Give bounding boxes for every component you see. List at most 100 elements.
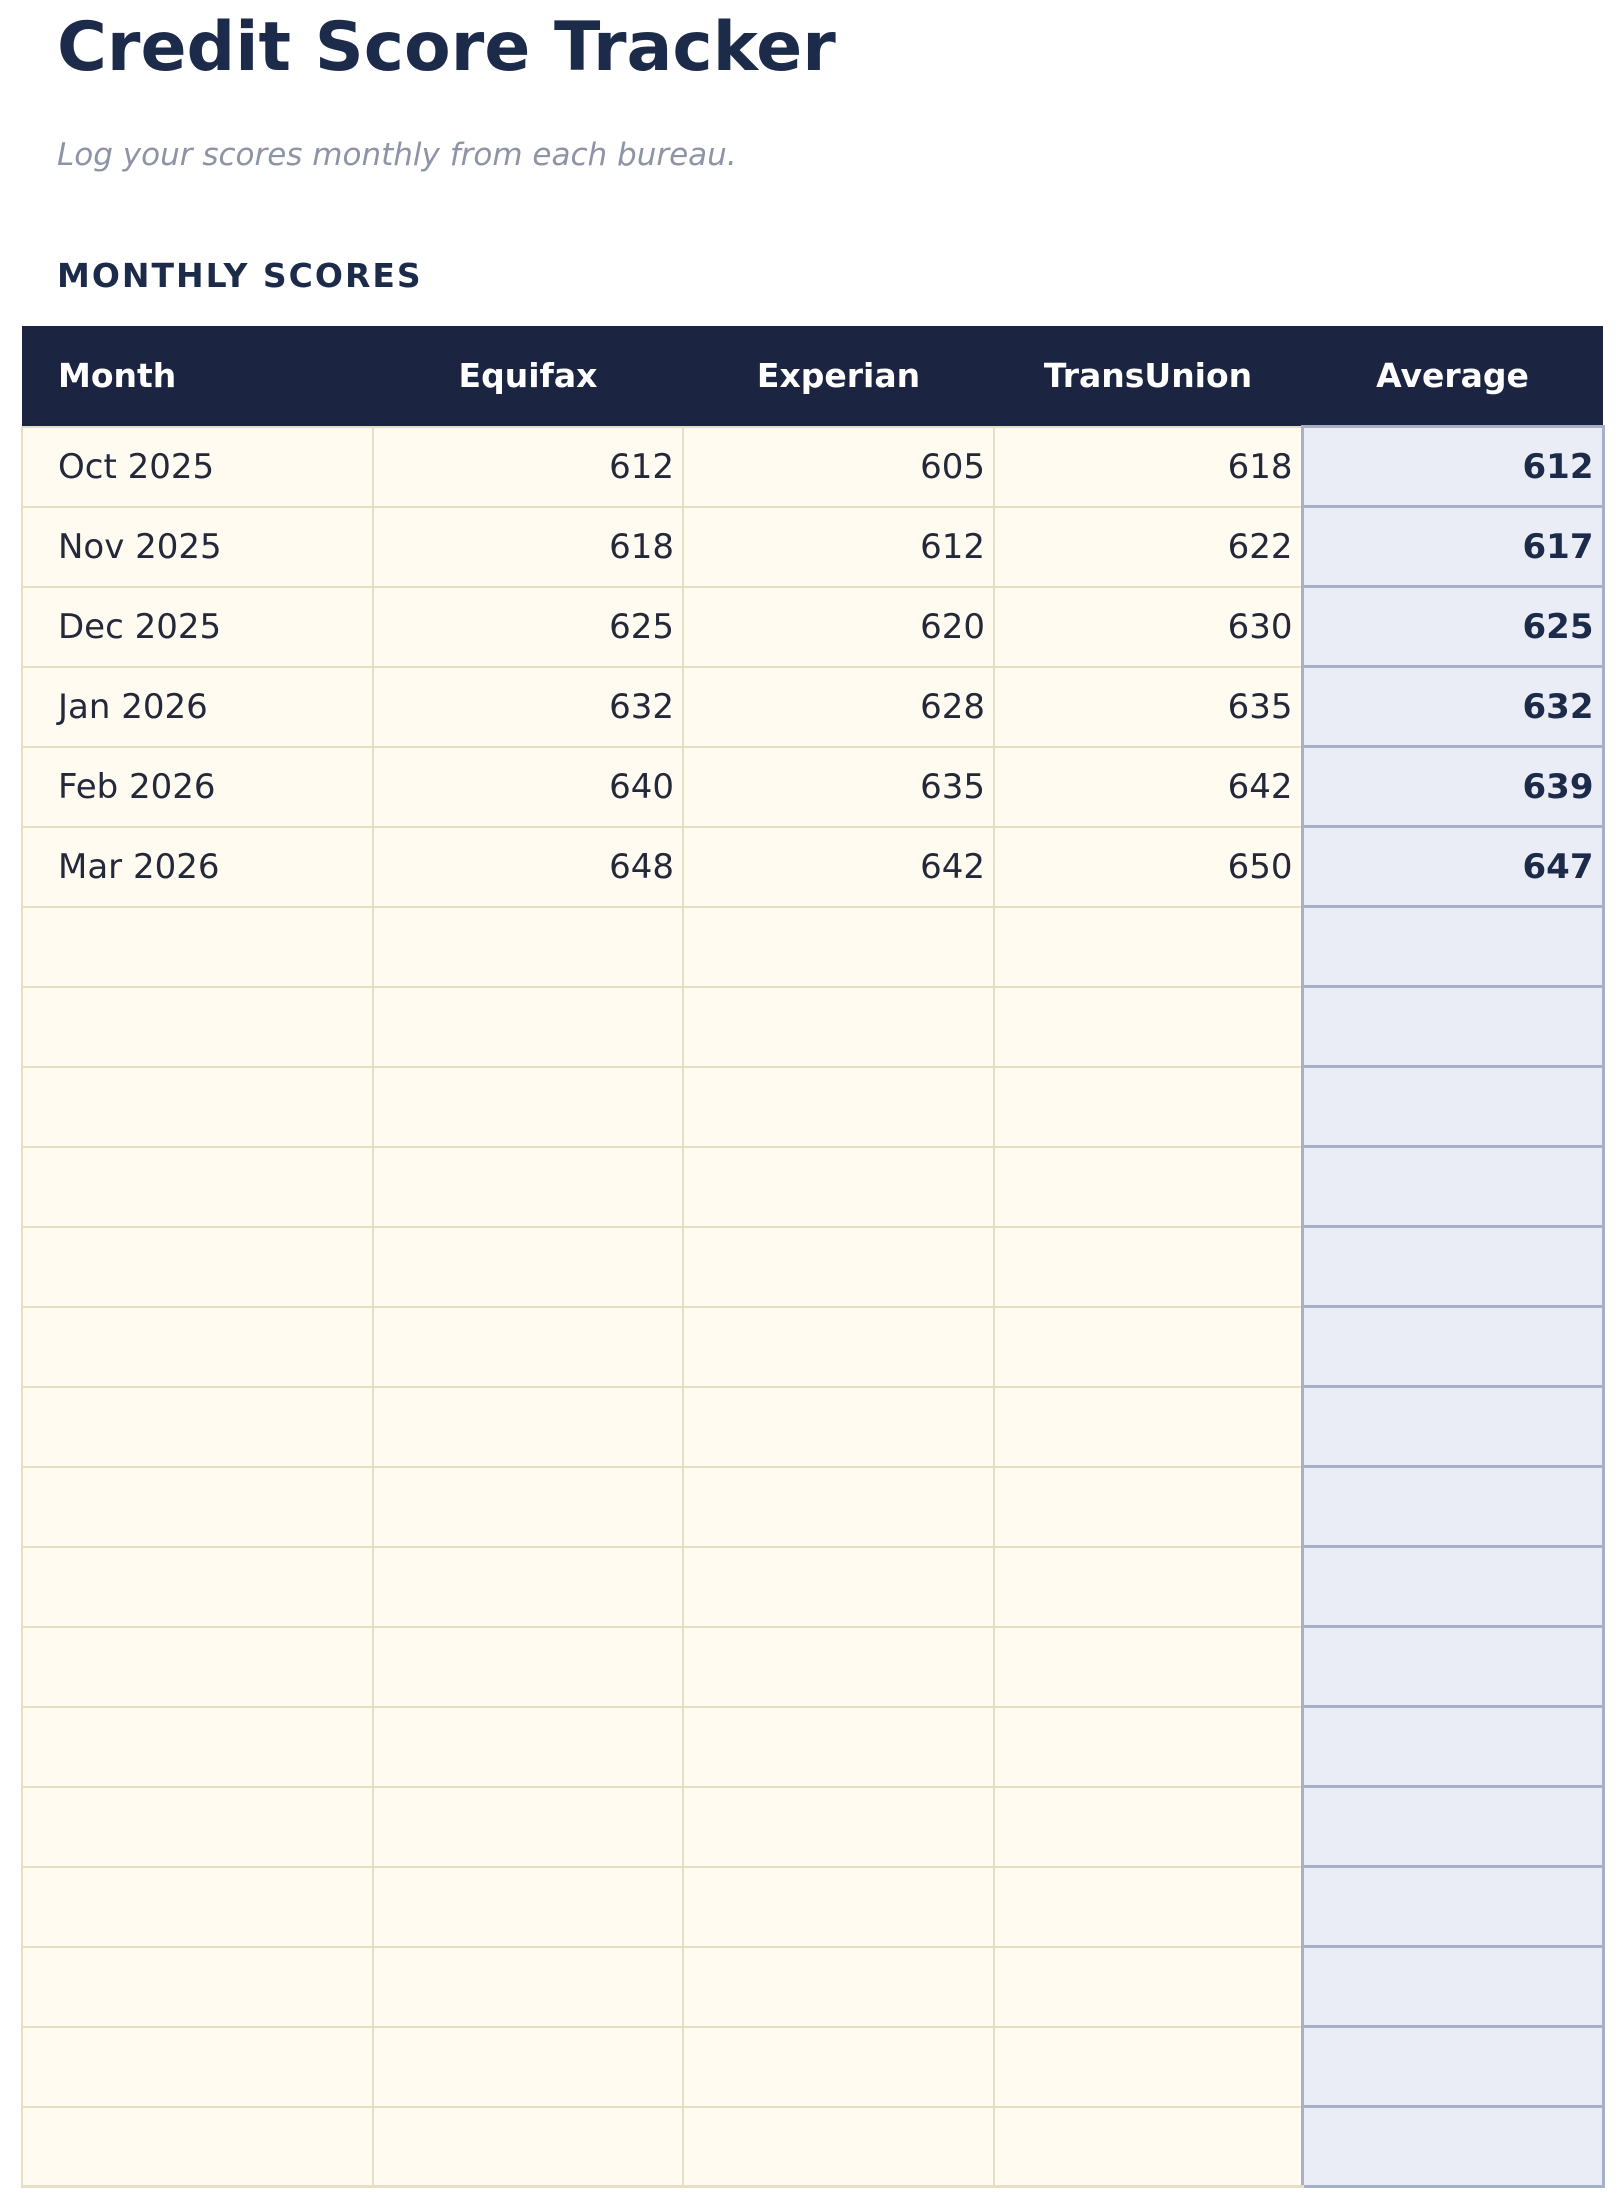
cell-transunion <box>993 1465 1303 1548</box>
cell-equifax <box>372 1385 684 1468</box>
cell-transunion <box>993 1545 1303 1628</box>
cell-experian <box>682 1145 995 1228</box>
cell-average <box>1300 1545 1605 1629</box>
cell-average: 617 <box>1300 505 1605 589</box>
cell-equifax <box>372 2105 684 2189</box>
cell-experian: 605 <box>682 425 995 508</box>
cell-month <box>21 2105 374 2189</box>
cell-experian <box>682 1305 995 1388</box>
cell-equifax <box>372 985 684 1068</box>
cell-equifax <box>372 1065 684 1148</box>
cell-average: 639 <box>1300 745 1605 829</box>
cell-experian <box>682 1225 995 1308</box>
cell-month: Nov 2025 <box>21 505 374 588</box>
cell-transunion <box>993 1145 1303 1228</box>
empty-score-row <box>21 2105 1605 2189</box>
cell-transunion <box>993 1705 1303 1788</box>
empty-score-row <box>21 2025 1605 2109</box>
cell-average <box>1300 1785 1605 1869</box>
cell-equifax <box>372 1625 684 1708</box>
empty-score-row <box>21 1305 1605 1389</box>
cell-transunion <box>993 1785 1303 1868</box>
cell-equifax: 632 <box>372 665 684 748</box>
empty-score-row <box>21 1145 1605 1229</box>
cell-transunion <box>993 985 1303 1068</box>
cell-transunion <box>993 1945 1303 2028</box>
cell-experian <box>682 1625 995 1708</box>
cell-month <box>21 1465 374 1548</box>
cell-experian <box>682 985 995 1068</box>
cell-experian <box>682 1945 995 2028</box>
cell-average: 625 <box>1300 585 1605 669</box>
cell-experian <box>682 1705 995 1788</box>
column-header-experian: Experian <box>683 325 994 427</box>
cell-transunion <box>993 1865 1303 1948</box>
cell-equifax: 618 <box>372 505 684 588</box>
empty-score-row <box>21 1865 1605 1949</box>
cell-transunion: 650 <box>993 825 1303 908</box>
cell-equifax <box>372 1305 684 1388</box>
section-heading-monthly-scores: MONTHLY SCORES <box>57 255 423 295</box>
monthly-scores-table: Month Equifax Experian TransUnion Averag… <box>21 325 1605 2189</box>
score-row: Mar 2026 648 642 650 647 <box>21 825 1605 909</box>
cell-transunion <box>993 1225 1303 1308</box>
cell-equifax <box>372 1225 684 1308</box>
cell-equifax: 625 <box>372 585 684 668</box>
cell-experian <box>682 2025 995 2108</box>
cell-equifax <box>372 905 684 988</box>
cell-transunion: 630 <box>993 585 1303 668</box>
score-row: Dec 2025 625 620 630 625 <box>21 585 1605 669</box>
cell-average: 632 <box>1300 665 1605 749</box>
cell-average <box>1300 1305 1605 1389</box>
cell-experian <box>682 1065 995 1148</box>
cell-month <box>21 985 374 1068</box>
page-subtitle: Log your scores monthly from each bureau… <box>57 137 737 174</box>
cell-equifax <box>372 1705 684 1788</box>
cell-transunion <box>993 2105 1303 2189</box>
empty-score-row <box>21 985 1605 1069</box>
cell-transunion <box>993 2025 1303 2108</box>
cell-experian: 642 <box>682 825 995 908</box>
cell-month <box>21 1385 374 1468</box>
cell-average <box>1300 1625 1605 1709</box>
cell-equifax: 648 <box>372 825 684 908</box>
cell-average <box>1300 985 1605 1069</box>
cell-equifax <box>372 1545 684 1628</box>
empty-score-row <box>21 1225 1605 1309</box>
cell-month <box>21 1305 374 1388</box>
cell-month: Oct 2025 <box>21 425 374 508</box>
empty-score-row <box>21 1625 1605 1709</box>
cell-average <box>1300 1225 1605 1309</box>
cell-transunion <box>993 1625 1303 1708</box>
cell-transunion: 618 <box>993 425 1303 508</box>
cell-equifax <box>372 1465 684 1548</box>
column-header-average: Average <box>1302 325 1603 427</box>
cell-equifax: 612 <box>372 425 684 508</box>
cell-month: Feb 2026 <box>21 745 374 828</box>
cell-transunion <box>993 905 1303 988</box>
cell-average <box>1300 1705 1605 1789</box>
column-header-transunion: TransUnion <box>994 325 1302 427</box>
column-header-equifax: Equifax <box>373 325 683 427</box>
cell-transunion <box>993 1305 1303 1388</box>
page-title: Credit Score Tracker <box>57 8 836 87</box>
cell-experian: 620 <box>682 585 995 668</box>
cell-month <box>21 905 374 988</box>
cell-transunion <box>993 1385 1303 1468</box>
cell-month <box>21 1545 374 1628</box>
cell-equifax <box>372 2025 684 2108</box>
cell-month: Jan 2026 <box>21 665 374 748</box>
cell-transunion: 622 <box>993 505 1303 588</box>
cell-transunion <box>993 1065 1303 1148</box>
empty-score-row <box>21 1945 1605 2029</box>
cell-equifax: 640 <box>372 745 684 828</box>
cell-average: 612 <box>1300 425 1605 509</box>
cell-month <box>21 1625 374 1708</box>
empty-score-row <box>21 1385 1605 1469</box>
cell-experian <box>682 2105 995 2189</box>
cell-experian: 612 <box>682 505 995 588</box>
cell-equifax <box>372 1945 684 2028</box>
cell-average: 647 <box>1300 825 1605 909</box>
column-header-month: Month <box>22 325 373 427</box>
